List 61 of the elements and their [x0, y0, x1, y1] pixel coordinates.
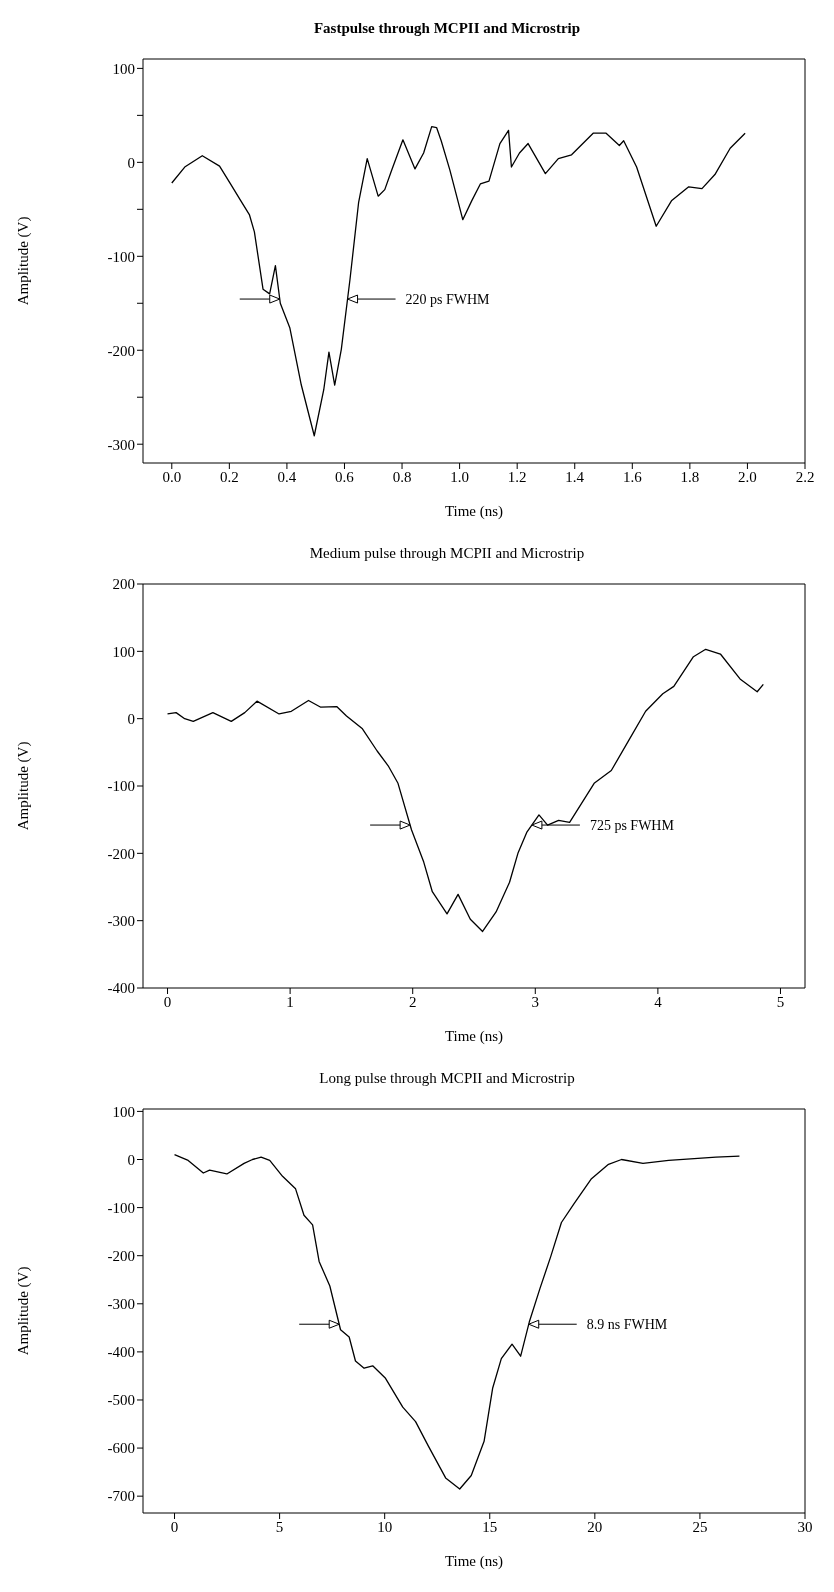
x-tick-label: 4	[654, 993, 663, 1010]
y-tick-label: -200	[107, 845, 135, 862]
x-tick-label: 30	[797, 1518, 813, 1535]
x-tick-label: 0.8	[392, 468, 412, 485]
y-tick-label: 100	[112, 60, 135, 77]
x-tick-label: 15	[482, 1518, 498, 1535]
y-tick-label: -600	[107, 1440, 135, 1457]
chart-title: Fastpulse through MCPII and Microstrip	[312, 19, 582, 38]
annotation: 220 ps FWHM	[405, 292, 491, 308]
y-tick-label: -300	[107, 1296, 135, 1313]
x-tick-label: 1.6	[622, 468, 643, 485]
x-tick-label: 2	[408, 993, 417, 1010]
x-tick-label: 1.8	[680, 468, 700, 485]
y-axis-title: Amplitude (V)	[15, 216, 33, 306]
x-tick-label: 3	[531, 993, 540, 1010]
x-tick-label: 0	[163, 993, 172, 1010]
y-tick-label: -400	[107, 980, 135, 997]
x-axis-title: Time (ns)	[444, 1028, 504, 1045]
x-axis-title: Time (ns)	[444, 1553, 504, 1570]
x-tick-label: 0.4	[277, 468, 297, 485]
y-tick-label: -700	[107, 1488, 135, 1505]
x-tick-label: 20	[587, 1518, 603, 1535]
y-axis-title: Amplitude (V)	[15, 741, 33, 831]
line-series	[171, 126, 746, 437]
x-tick-label: 25	[692, 1518, 708, 1535]
chart-title: Medium pulse through MCPII and Microstrip	[308, 544, 586, 563]
y-tick-label: 0	[127, 1151, 135, 1168]
y-tick-label: -400	[107, 1344, 135, 1361]
line-series	[173, 1154, 741, 1490]
y-tick-label: -500	[107, 1392, 135, 1409]
y-tick-label: 0	[127, 710, 135, 727]
x-tick-label: 0	[170, 1518, 179, 1535]
y-tick-label: -100	[107, 778, 135, 795]
y-tick-label: -100	[107, 1199, 135, 1216]
y-tick-label: 100	[112, 643, 135, 660]
x-tick-label: 2.2	[795, 468, 815, 485]
annotation: 8.9 ns FWHM	[586, 1317, 668, 1333]
x-tick-label: 1.0	[450, 468, 469, 485]
x-tick-label: 5	[275, 1518, 284, 1535]
y-tick-label: -200	[107, 342, 135, 359]
x-tick-label: 0.6	[335, 468, 355, 485]
x-tick-label: 10	[377, 1518, 393, 1535]
y-tick-label: -100	[107, 248, 135, 265]
y-tick-label: -200	[107, 1248, 135, 1265]
x-tick-label: 0.0	[162, 468, 182, 485]
y-tick-label: -300	[107, 436, 135, 453]
chart-title: Long pulse through MCPII and Microstrip	[318, 1069, 576, 1088]
x-tick-label: 1.4	[565, 468, 585, 485]
line-series	[166, 648, 764, 933]
x-tick-label: 1	[286, 993, 294, 1010]
y-tick-label: 200	[112, 576, 135, 593]
y-tick-label: 100	[112, 1103, 135, 1120]
x-tick-label: 1.2	[507, 468, 527, 485]
y-tick-label: -300	[107, 912, 135, 929]
x-tick-label: 5	[776, 993, 785, 1010]
y-axis-title: Amplitude (V)	[15, 1266, 33, 1356]
x-tick-label: 0.2	[219, 468, 239, 485]
x-tick-label: 2.0	[738, 468, 757, 485]
annotation: 725 ps FWHM	[589, 818, 675, 834]
x-axis-title: Time (ns)	[444, 503, 504, 520]
y-tick-label: 0	[127, 154, 135, 171]
